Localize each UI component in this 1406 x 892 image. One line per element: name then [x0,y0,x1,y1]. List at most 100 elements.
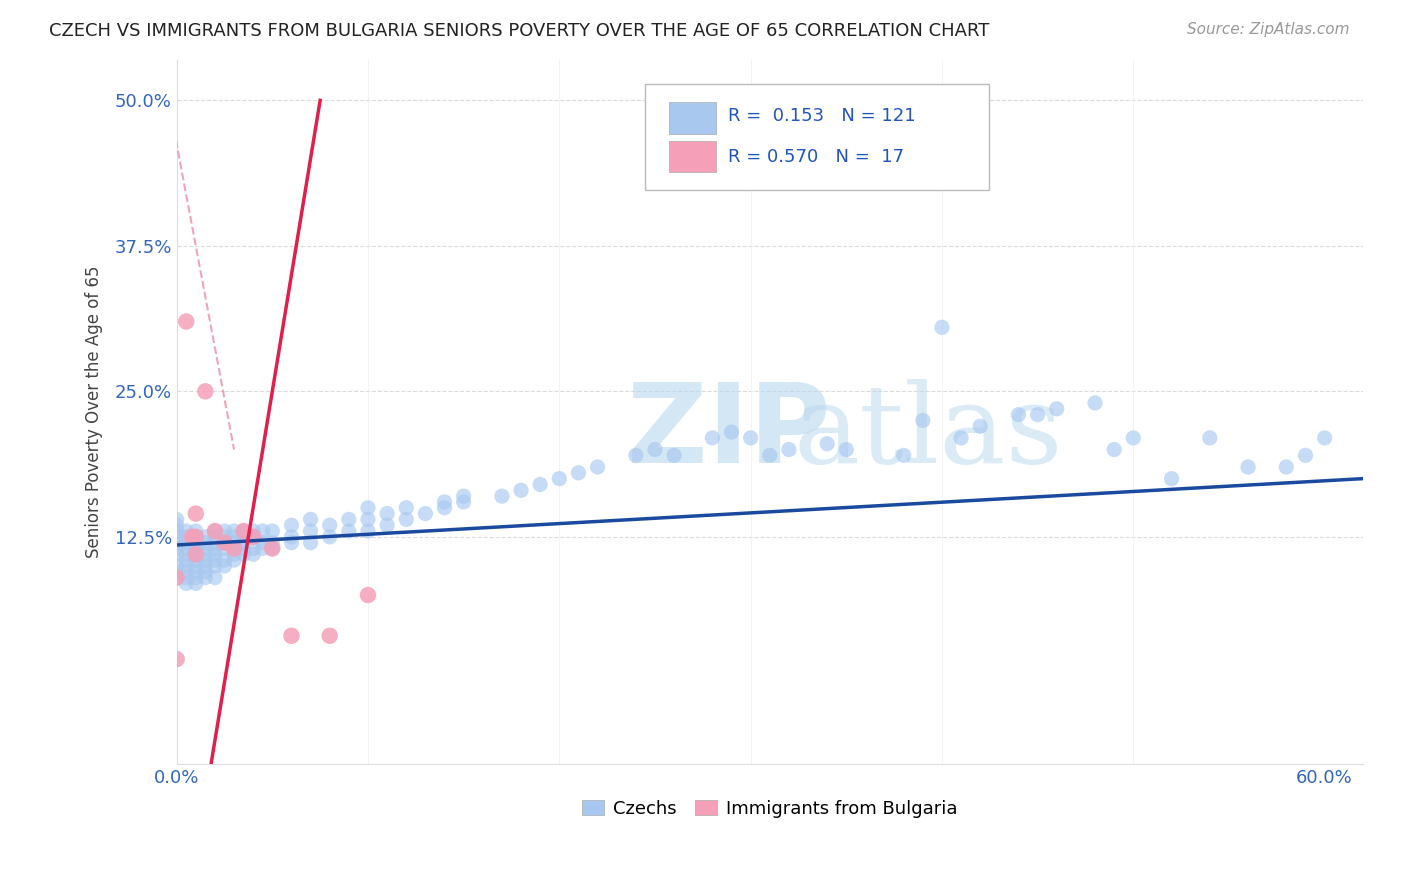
Point [166,571,188,585]
Text: R = 0.570   N =  17: R = 0.570 N = 17 [728,148,904,166]
Point [758,448,780,462]
Point [319,629,342,643]
Point [194,547,217,561]
Point [433,495,456,509]
Point [194,541,217,556]
Point [280,518,302,533]
Point [357,512,380,526]
Text: CZECH VS IMMIGRANTS FROM BULGARIA SENIORS POVERTY OVER THE AGE OF 65 CORRELATION: CZECH VS IMMIGRANTS FROM BULGARIA SENIOR… [49,22,990,40]
Point [204,553,226,567]
Point [778,442,800,457]
Point [624,448,647,462]
Point [319,518,342,533]
Point [395,512,418,526]
Point [194,571,217,585]
Point [720,425,742,439]
Point [222,541,245,556]
Point [166,518,188,533]
Legend: Czechs, Immigrants from Bulgaria: Czechs, Immigrants from Bulgaria [575,793,965,825]
Point [950,431,973,445]
Point [357,588,380,602]
Point [204,530,226,544]
Point [166,535,188,549]
Point [174,524,197,538]
Point [337,512,360,526]
Point [893,448,915,462]
Point [232,524,254,538]
Point [184,541,207,556]
Point [232,547,254,561]
Point [1313,431,1336,445]
Point [415,507,437,521]
Point [174,547,197,561]
Point [586,460,609,475]
Point [194,565,217,579]
Bar [669,102,717,134]
Point [204,535,226,549]
Point [166,541,188,556]
Point [529,477,551,491]
Point [299,512,322,526]
Point [969,419,991,434]
Point [252,535,274,549]
Point [242,530,264,544]
Point [184,547,207,561]
Point [1122,431,1144,445]
Bar [669,141,717,172]
Point [337,524,360,538]
Point [222,547,245,561]
Point [184,576,207,591]
Point [222,553,245,567]
Point [174,565,197,579]
Point [740,431,762,445]
Point [166,530,188,544]
Point [232,541,254,556]
Point [166,565,188,579]
Point [184,565,207,579]
Point [567,466,589,480]
Point [184,524,207,538]
Point [184,547,207,561]
Point [174,535,197,549]
Point [280,530,302,544]
Point [319,530,342,544]
Point [375,518,398,533]
FancyBboxPatch shape [645,84,990,190]
Point [174,576,197,591]
Point [662,448,685,462]
Point [644,442,666,457]
Point [262,541,284,556]
Point [1160,472,1182,486]
Text: ZIP: ZIP [627,379,831,486]
Point [931,320,953,334]
Point [214,541,236,556]
Point [194,530,217,544]
Point [174,314,197,328]
Point [491,489,513,503]
Text: atlas: atlas [793,379,1063,486]
Point [204,558,226,573]
Point [166,524,188,538]
Point [184,530,207,544]
Point [510,483,533,498]
Point [242,530,264,544]
Point [174,558,197,573]
Point [357,500,380,515]
Point [181,530,204,544]
Point [214,535,236,549]
Point [204,547,226,561]
Point [184,507,207,521]
Point [453,489,475,503]
Point [453,495,475,509]
Point [222,530,245,544]
Point [184,558,207,573]
Point [1275,460,1298,475]
Point [299,535,322,549]
Point [214,558,236,573]
Point [222,541,245,556]
Point [1102,442,1125,457]
Point [242,547,264,561]
Point [395,500,418,515]
Point [166,512,188,526]
Point [194,535,217,549]
